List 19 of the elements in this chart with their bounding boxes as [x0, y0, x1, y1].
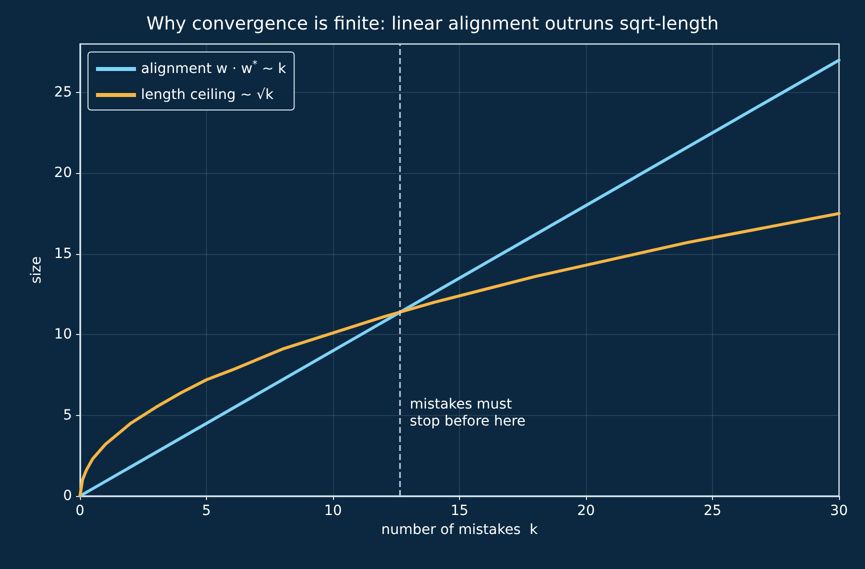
y-tick-label: 20 — [54, 165, 72, 182]
x-tick-label: 5 — [202, 503, 211, 519]
legend-label: length ceiling ~ √k — [141, 87, 274, 103]
x-tick-label: 25 — [704, 503, 722, 519]
y-axis-title: size — [28, 256, 44, 284]
y-tick-label: 0 — [63, 488, 72, 504]
x-tick-label: 15 — [450, 503, 468, 519]
y-tick-label: 10 — [54, 326, 72, 343]
x-axis-title: number of mistakes k — [381, 522, 539, 538]
ref-line-label: mistakes must stop before here — [410, 396, 526, 430]
x-tick-label: 0 — [76, 503, 84, 519]
legend-label: alignment w · w* ~ k — [141, 60, 288, 77]
x-tick-label: 20 — [577, 503, 595, 519]
x-tick-label: 10 — [324, 503, 342, 519]
y-tick-label: 15 — [54, 246, 72, 262]
y-tick-label: 5 — [63, 407, 72, 424]
y-tick-label: 25 — [54, 84, 72, 100]
x-tick-label: 30 — [830, 503, 848, 519]
chart-title: Why convergence is finite: linear alignment outruns sqrt-length — [146, 14, 719, 34]
